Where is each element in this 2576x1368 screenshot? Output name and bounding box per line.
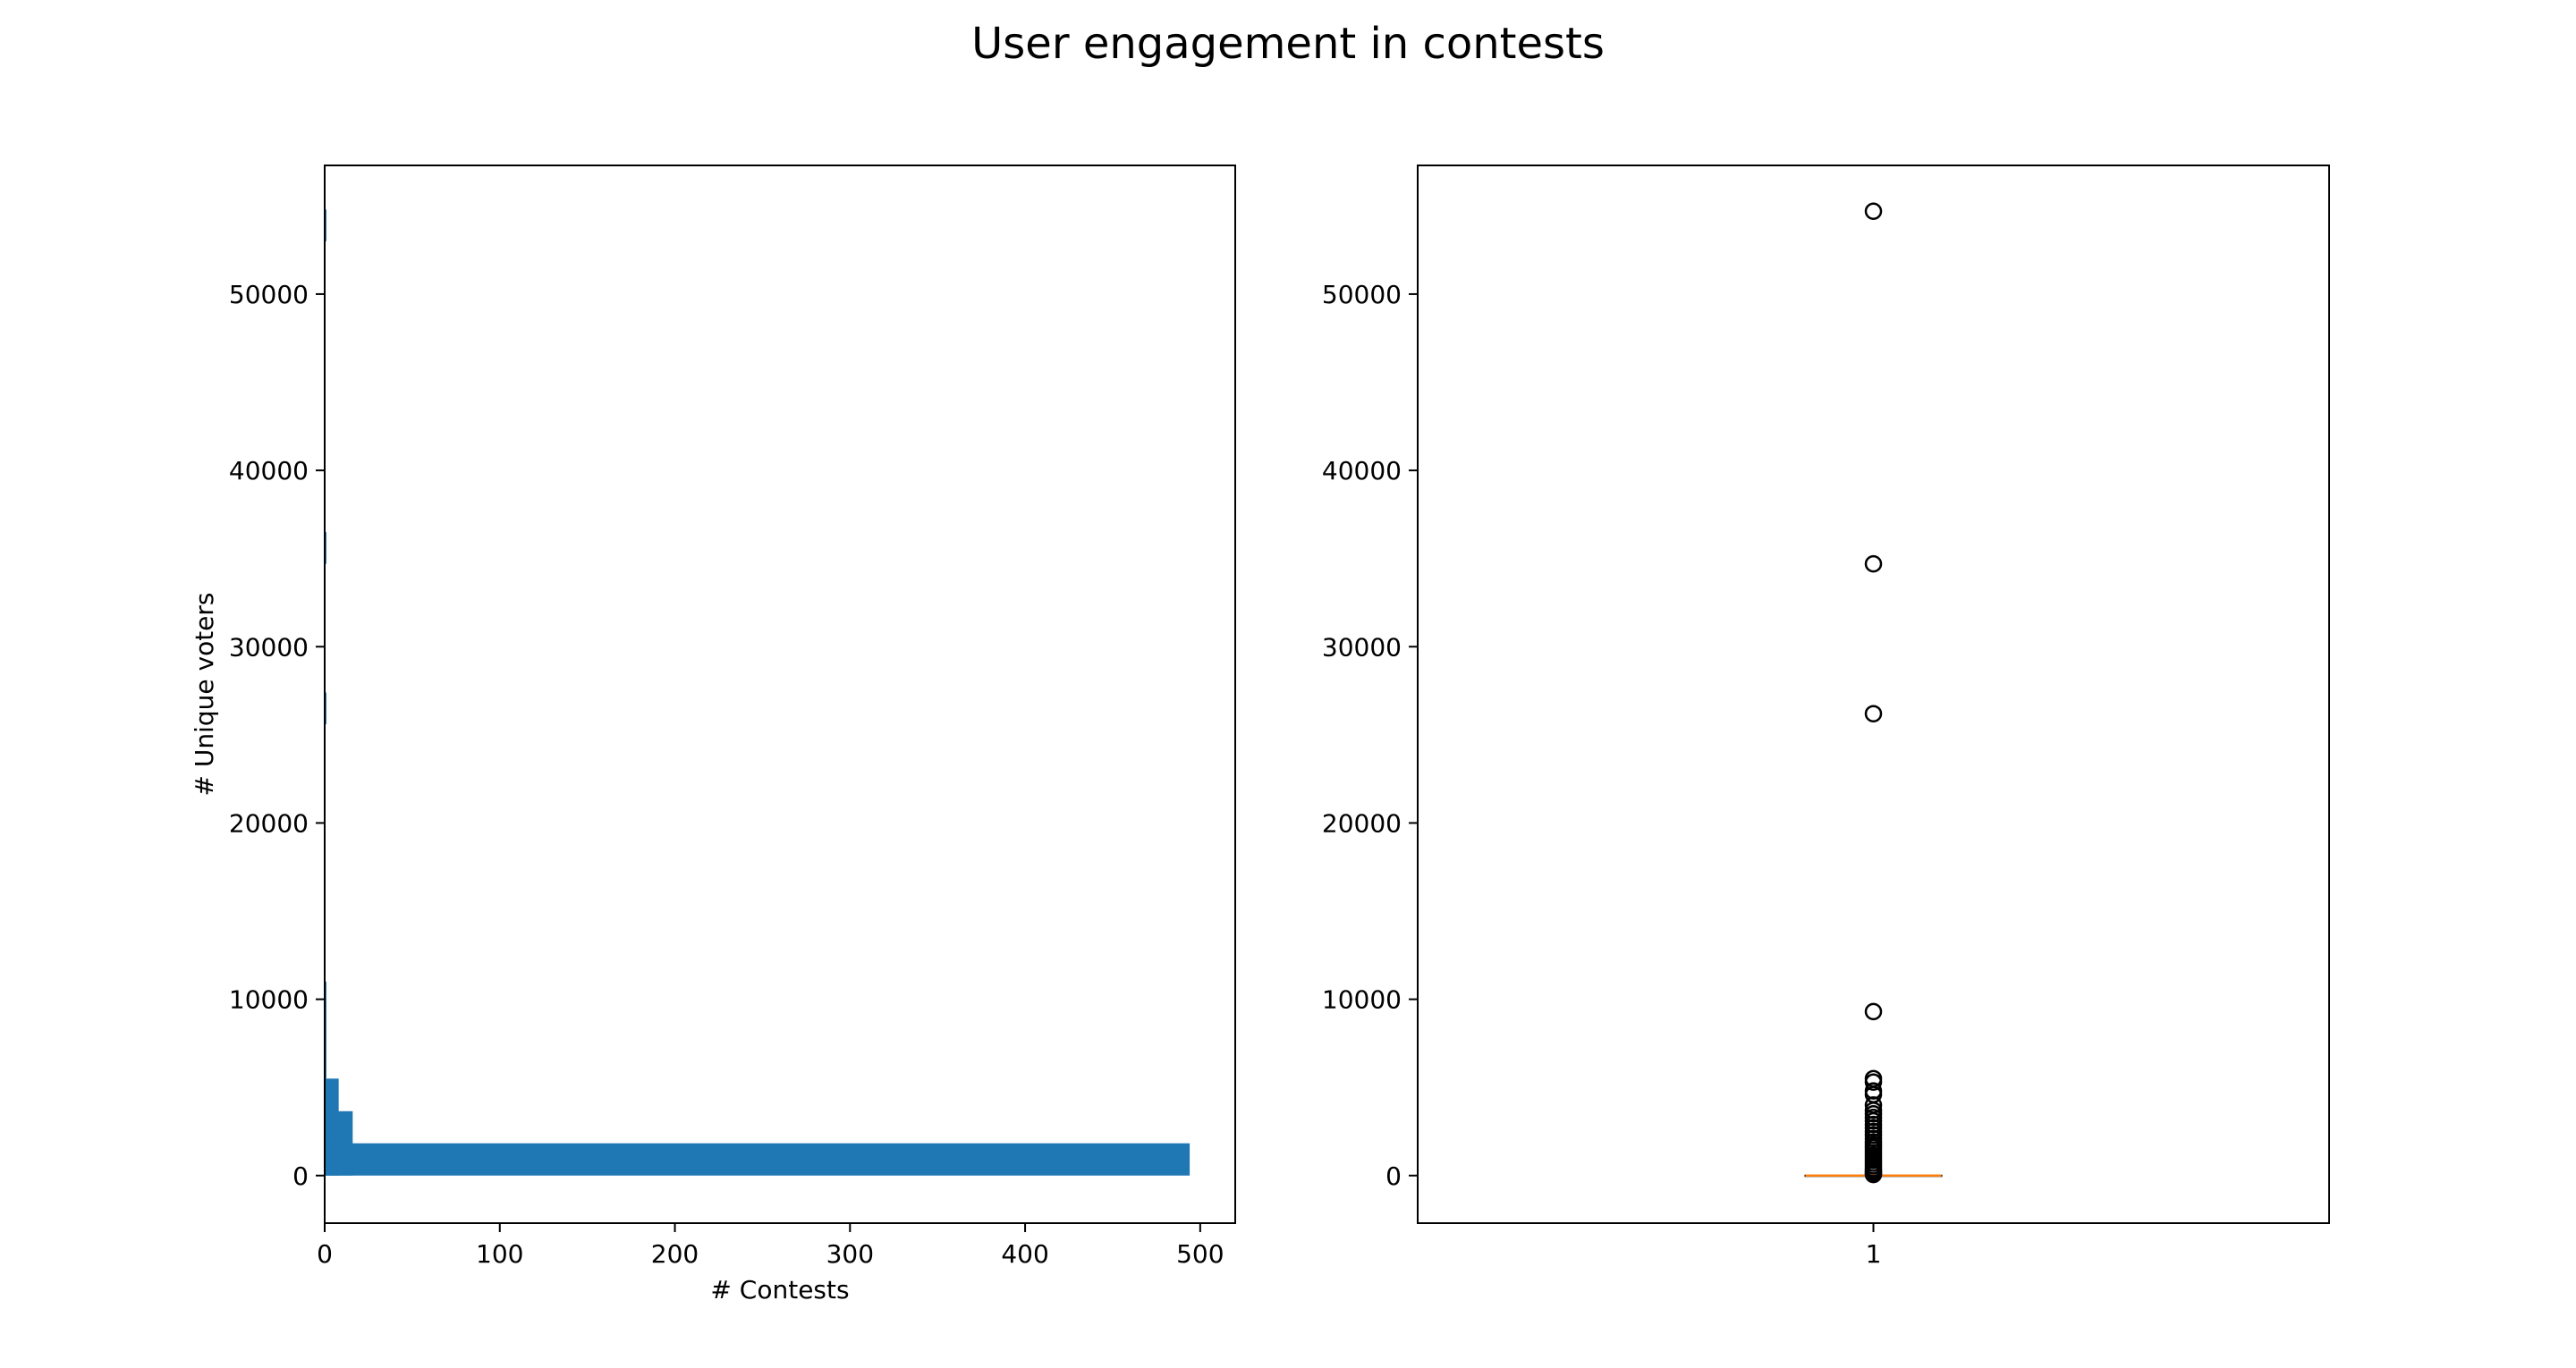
boxplot-x-ticks: 1 [1866, 1223, 1882, 1269]
histogram-x-tick-label-1: 100 [476, 1239, 523, 1269]
boxplot-y-ticks: 0 10000 20000 30000 40000 50000 [1322, 280, 1418, 1191]
boxplot-marks [1804, 202, 1943, 1184]
boxplot-panel: 1 0 10000 20000 30000 40000 50000 [1322, 165, 2330, 1269]
histogram-x-tick-label-4: 400 [1001, 1239, 1048, 1269]
histogram-bars [325, 209, 1191, 1176]
figure-title: User engagement in contests [971, 19, 1605, 69]
histogram-x-ticks: 0 100 200 300 400 500 [317, 1223, 1224, 1269]
boxplot-y-tick-label-5: 50000 [1322, 280, 1402, 309]
boxplot-outlier-0 [1864, 202, 1883, 221]
histogram-y-tick-label-2: 20000 [229, 808, 309, 838]
histogram-y-tick-label-1: 10000 [229, 985, 309, 1015]
histogram-x-axis-label: # Contests [710, 1275, 849, 1305]
boxplot-y-tick-label-2: 20000 [1322, 808, 1402, 838]
histogram-bar-2 [325, 1143, 1191, 1176]
histogram-x-tick-label-0: 0 [317, 1239, 333, 1269]
boxplot-outlier-3 [1864, 1002, 1883, 1021]
boxplot-y-tick-label-0: 0 [1385, 1161, 1402, 1191]
boxplot-outlier-1 [1864, 554, 1883, 573]
histogram-y-tick-label-3: 30000 [229, 632, 309, 662]
histogram-axes-frame [324, 165, 1236, 1224]
histogram-x-tick-label-5: 500 [1176, 1239, 1224, 1269]
boxplot-x-tick-label-0: 1 [1866, 1239, 1882, 1269]
histogram-y-tick-label-0: 0 [292, 1161, 309, 1191]
boxplot-y-tick-label-4: 40000 [1322, 456, 1402, 486]
histogram-y-ticks: 0 10000 20000 30000 40000 50000 [229, 280, 325, 1191]
histogram-y-tick-label-4: 40000 [229, 456, 309, 486]
boxplot-axes-frame [1417, 165, 2330, 1224]
histogram-x-tick-label-2: 200 [651, 1239, 699, 1269]
boxplot-y-tick-label-3: 30000 [1322, 632, 1402, 662]
histogram-y-axis-label: # Unique voters [190, 592, 219, 796]
boxplot-outlier-32 [1864, 1165, 1883, 1184]
histogram-x-tick-label-3: 300 [826, 1239, 874, 1269]
histogram-y-tick-label-5: 50000 [229, 280, 309, 309]
boxplot-y-tick-label-1: 10000 [1322, 985, 1402, 1015]
boxplot-outlier-5 [1864, 1073, 1883, 1092]
histogram-panel: 0 100 200 300 400 500 0 10000 20000 30000 40000 50… [190, 165, 1236, 1305]
boxplot-outlier-2 [1864, 705, 1883, 722]
